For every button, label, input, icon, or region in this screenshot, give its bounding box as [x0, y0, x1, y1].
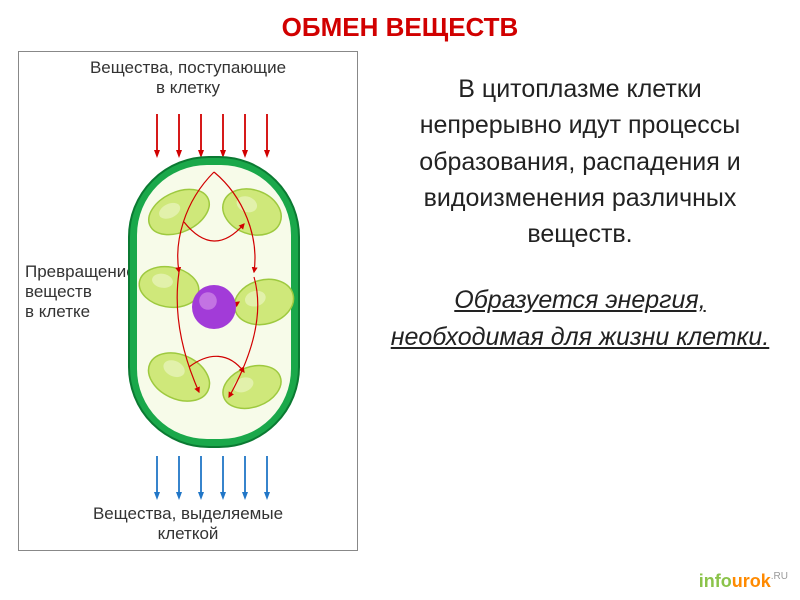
label-substances-in: Вещества, поступающиев клетку	[19, 58, 357, 98]
cell-diagram-icon	[124, 152, 304, 452]
label-substances-out: Вещества, выделяемыеклеткой	[19, 504, 357, 544]
arrows-out-icon	[149, 454, 281, 504]
watermark-part2: urok	[732, 571, 771, 591]
text-panel: В цитоплазме клетки непрерывно идут проц…	[370, 51, 800, 561]
content-row: Вещества, поступающиев клетку Превращени…	[0, 51, 800, 561]
watermark-part1: info	[699, 571, 732, 591]
watermark: infourok.RU	[699, 571, 788, 592]
paragraph-description: В цитоплазме клетки непрерывно идут проц…	[390, 71, 770, 252]
paragraph-energy: Образуется энергия, необходимая для жизн…	[390, 282, 770, 355]
watermark-part3: .RU	[771, 571, 788, 582]
diagram-panel: Вещества, поступающиев клетку Превращени…	[0, 51, 370, 561]
diagram-frame: Вещества, поступающиев клетку Превращени…	[18, 51, 358, 551]
page-title: ОБМЕН ВЕЩЕСТВ	[0, 0, 800, 51]
